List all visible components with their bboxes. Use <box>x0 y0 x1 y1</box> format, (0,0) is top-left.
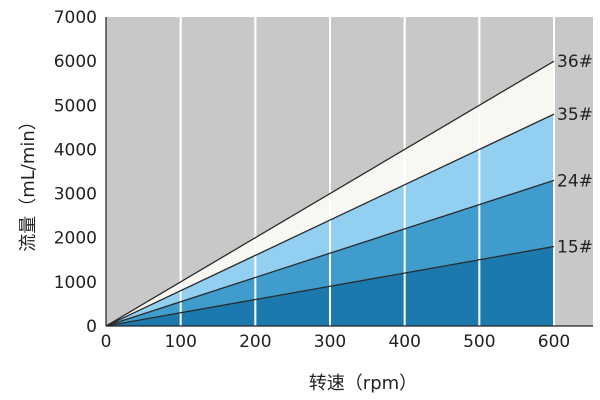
y-tick-label: 5000 <box>54 96 97 116</box>
series-label: 36# <box>557 52 593 72</box>
y-axis: 0 1000 2000 3000 4000 5000 6000 7000 <box>54 8 97 337</box>
x-tick-label: 400 <box>388 332 420 352</box>
series-line <box>105 60 555 327</box>
y-axis-title: 流量（mL/min） <box>18 112 39 252</box>
x-tick-label: 100 <box>164 332 196 352</box>
x-axis-title: 转速（rpm） <box>309 373 417 394</box>
y-tick-label: 2000 <box>54 229 97 249</box>
x-tick-label: 300 <box>314 332 346 352</box>
y-tick-label: 0 <box>86 317 97 337</box>
x-axis: 0 100 200 300 400 500 600 <box>101 332 571 352</box>
series-area <box>106 246 554 326</box>
x-tick-label: 600 <box>538 332 570 352</box>
x-tick-label: 0 <box>101 332 112 352</box>
y-tick-label: 3000 <box>54 185 97 205</box>
series-label: 35# <box>557 105 593 125</box>
plot-area <box>105 17 593 327</box>
y-tick-label: 7000 <box>54 8 97 28</box>
x-tick-label: 200 <box>239 332 271 352</box>
series-line <box>105 245 555 327</box>
series-line <box>105 179 555 327</box>
series-line <box>105 113 555 327</box>
series-label: 15# <box>557 238 593 258</box>
y-tick-label: 4000 <box>54 140 97 160</box>
y-tick-label: 1000 <box>54 273 97 293</box>
series-label: 24# <box>557 171 593 191</box>
x-tick-label: 500 <box>463 332 495 352</box>
series-labels: 15# 24# 35# 36# <box>557 52 593 257</box>
y-tick-label: 6000 <box>54 52 97 72</box>
